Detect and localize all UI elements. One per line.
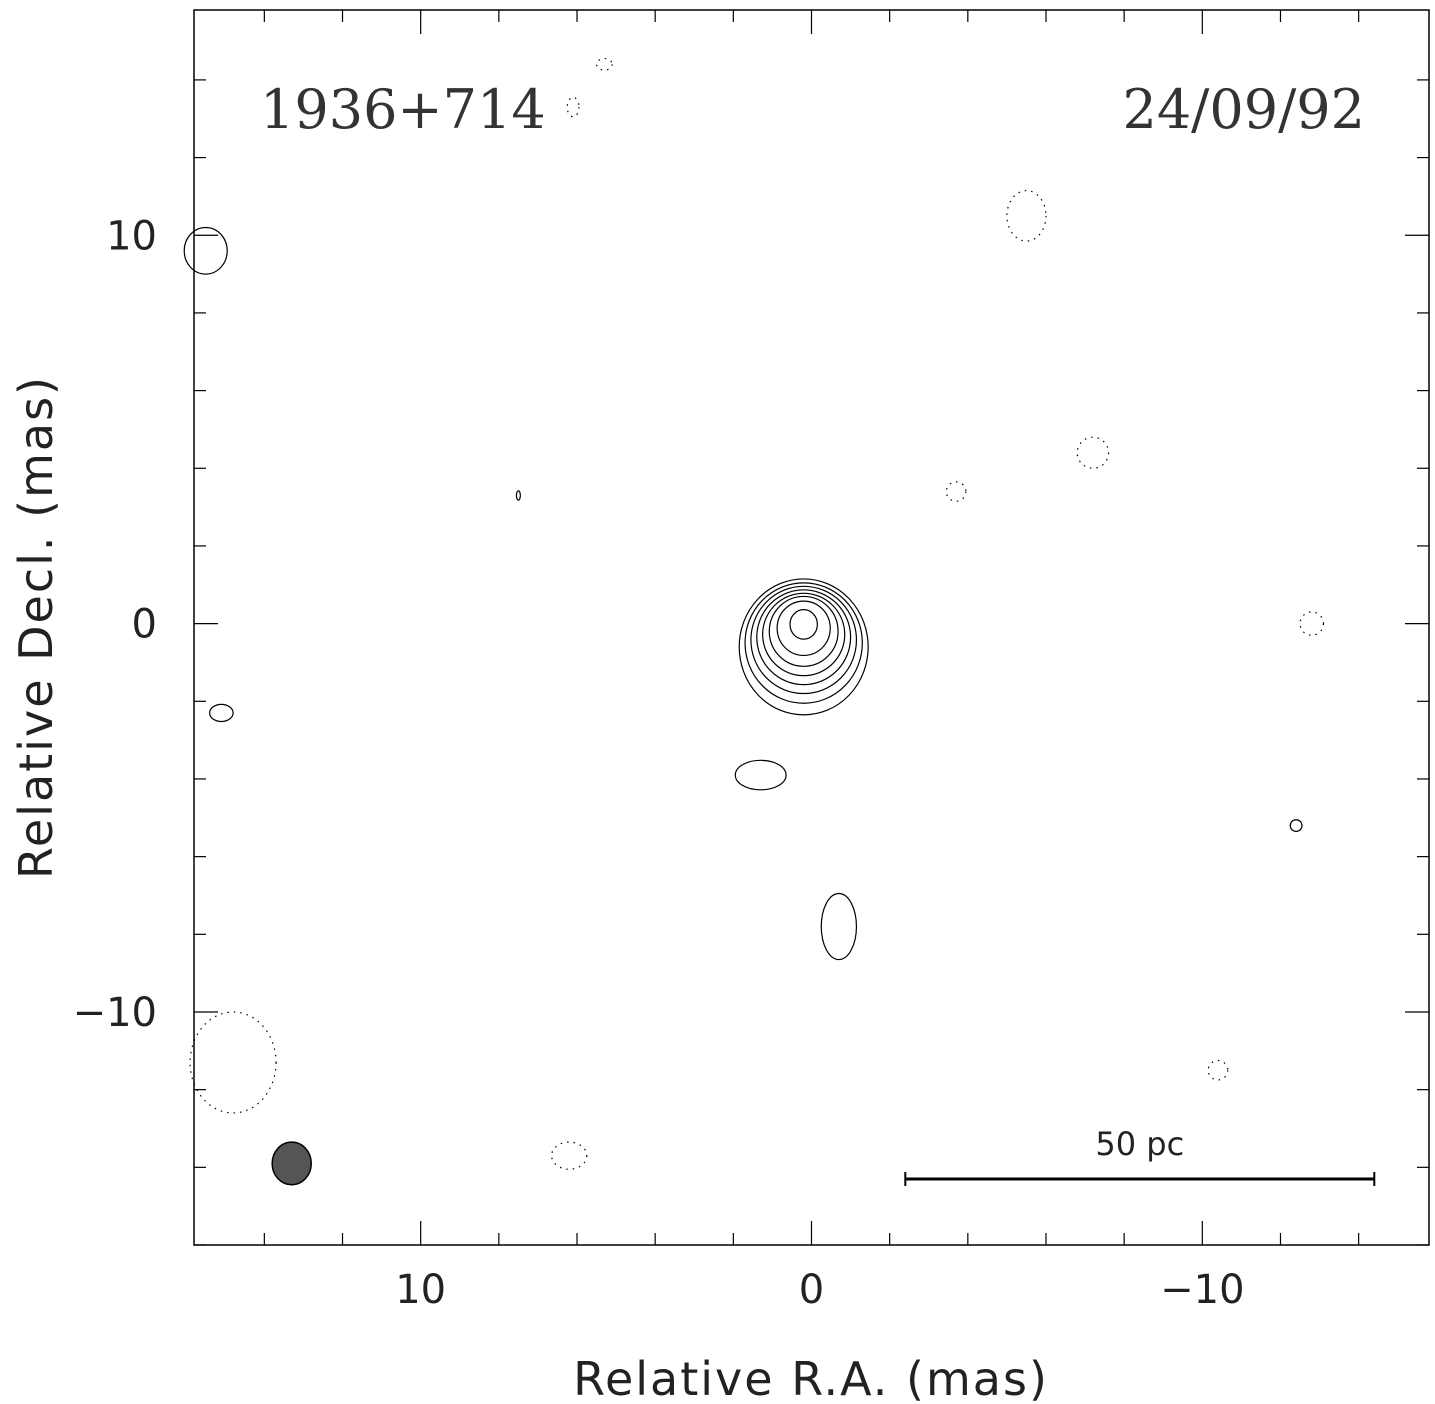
negative-contour xyxy=(1076,436,1110,469)
core-contour xyxy=(750,585,858,695)
y-tick-label-10: 10 xyxy=(106,213,157,259)
core-contour xyxy=(776,600,831,657)
contour-lines xyxy=(183,57,1325,1170)
core-contour xyxy=(744,582,863,704)
core-contour xyxy=(768,595,839,667)
positive-contour xyxy=(820,892,858,961)
plot-frame xyxy=(193,9,1430,1246)
negative-contour xyxy=(1006,189,1047,242)
core-contour xyxy=(756,589,852,686)
x-axis-label: Relative R.A. (mas) xyxy=(573,1352,1049,1404)
y-tick-label-minus-10: −10 xyxy=(73,990,157,1036)
epoch-label: 24/09/92 xyxy=(1122,78,1365,141)
scale-bar-label: 50 pc xyxy=(1095,1125,1184,1163)
x-tick-label-0: 0 xyxy=(799,1267,824,1313)
core-contour xyxy=(762,592,846,677)
y-axis-label: Relative Decl. (mas) xyxy=(9,375,63,879)
positive-contour xyxy=(515,490,521,501)
negative-contour xyxy=(1299,611,1325,636)
x-tick-label-minus-10: −10 xyxy=(1160,1267,1244,1313)
scale-bar: 50 pc xyxy=(904,1125,1376,1186)
negative-contour xyxy=(595,57,613,71)
source-name-label: 1936+714 xyxy=(260,78,546,141)
negative-contour xyxy=(551,1141,588,1170)
positive-contour xyxy=(1289,819,1303,832)
positive-contour xyxy=(183,226,228,275)
positive-contour xyxy=(734,759,787,791)
tick-marks xyxy=(194,10,1429,1246)
positive-contour xyxy=(209,703,234,723)
negative-contour xyxy=(945,481,967,502)
beam-ellipse xyxy=(271,1141,312,1186)
negative-contour xyxy=(189,1011,277,1114)
negative-contour xyxy=(1207,1059,1229,1081)
x-tick-label-10: 10 xyxy=(395,1267,446,1313)
y-tick-label-0: 0 xyxy=(132,602,157,648)
core-contour xyxy=(738,578,869,716)
core-contour xyxy=(789,609,818,640)
negative-contour xyxy=(566,96,580,118)
